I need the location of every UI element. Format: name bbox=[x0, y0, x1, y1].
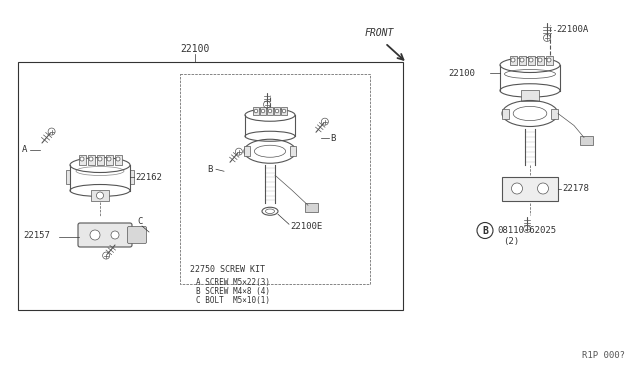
Bar bbox=[545, 56, 552, 65]
Text: B SCREW M4×8 (4): B SCREW M4×8 (4) bbox=[196, 287, 270, 296]
Bar bbox=[521, 90, 539, 100]
Circle shape bbox=[547, 58, 551, 62]
Circle shape bbox=[97, 192, 104, 199]
Text: B: B bbox=[482, 225, 488, 235]
Text: 22178: 22178 bbox=[562, 184, 589, 193]
Circle shape bbox=[107, 157, 111, 161]
Text: A: A bbox=[22, 145, 28, 154]
Text: 22750 SCREW KIT: 22750 SCREW KIT bbox=[190, 265, 265, 274]
Text: R1P 000?: R1P 000? bbox=[582, 351, 625, 360]
Text: FRONT: FRONT bbox=[365, 28, 394, 38]
Bar bbox=[180, 74, 370, 284]
Bar bbox=[244, 146, 250, 156]
Bar bbox=[267, 107, 273, 115]
Text: B: B bbox=[330, 134, 335, 143]
Bar bbox=[502, 176, 558, 201]
Bar bbox=[290, 146, 296, 156]
Bar bbox=[88, 155, 95, 165]
Bar bbox=[253, 107, 259, 115]
Bar bbox=[130, 170, 134, 183]
Circle shape bbox=[275, 109, 279, 113]
Circle shape bbox=[261, 109, 265, 113]
Text: 22162: 22162 bbox=[135, 173, 162, 182]
Bar bbox=[260, 107, 266, 115]
Text: 22100E: 22100E bbox=[290, 222, 323, 231]
Circle shape bbox=[538, 183, 548, 194]
Bar bbox=[97, 155, 104, 165]
FancyBboxPatch shape bbox=[127, 227, 147, 244]
Bar bbox=[305, 203, 318, 212]
Circle shape bbox=[111, 231, 119, 239]
Bar bbox=[518, 56, 525, 65]
Bar bbox=[106, 155, 113, 165]
Bar bbox=[509, 56, 516, 65]
Circle shape bbox=[80, 157, 84, 161]
Bar bbox=[115, 155, 122, 165]
Text: 22157: 22157 bbox=[23, 231, 50, 240]
Bar bbox=[79, 155, 86, 165]
Circle shape bbox=[520, 58, 524, 62]
Text: 22100A: 22100A bbox=[556, 26, 588, 35]
Bar bbox=[580, 135, 593, 144]
Circle shape bbox=[529, 58, 533, 62]
Circle shape bbox=[538, 58, 542, 62]
Bar bbox=[91, 189, 109, 201]
Text: 22100: 22100 bbox=[180, 44, 210, 54]
Circle shape bbox=[282, 109, 286, 113]
Circle shape bbox=[254, 109, 258, 113]
Circle shape bbox=[511, 58, 515, 62]
Circle shape bbox=[511, 183, 522, 194]
Text: A SCREW M5×22(3): A SCREW M5×22(3) bbox=[196, 278, 270, 287]
Circle shape bbox=[116, 157, 120, 161]
Bar bbox=[274, 107, 280, 115]
Text: 08110-62025: 08110-62025 bbox=[497, 226, 556, 235]
Circle shape bbox=[98, 157, 102, 161]
Circle shape bbox=[90, 230, 100, 240]
Bar bbox=[66, 170, 70, 183]
Text: C: C bbox=[138, 218, 143, 227]
Circle shape bbox=[89, 157, 93, 161]
Bar bbox=[502, 109, 509, 119]
Bar bbox=[281, 107, 287, 115]
Circle shape bbox=[268, 109, 272, 113]
Bar bbox=[551, 109, 558, 119]
FancyBboxPatch shape bbox=[78, 223, 132, 247]
Bar bbox=[527, 56, 534, 65]
Ellipse shape bbox=[262, 207, 278, 215]
Text: (2): (2) bbox=[503, 237, 519, 246]
Text: 22100: 22100 bbox=[448, 70, 475, 78]
Bar bbox=[18, 62, 403, 310]
Text: C BOLT  M5×10(1): C BOLT M5×10(1) bbox=[196, 296, 270, 305]
Bar bbox=[536, 56, 543, 65]
Text: B: B bbox=[207, 165, 212, 174]
